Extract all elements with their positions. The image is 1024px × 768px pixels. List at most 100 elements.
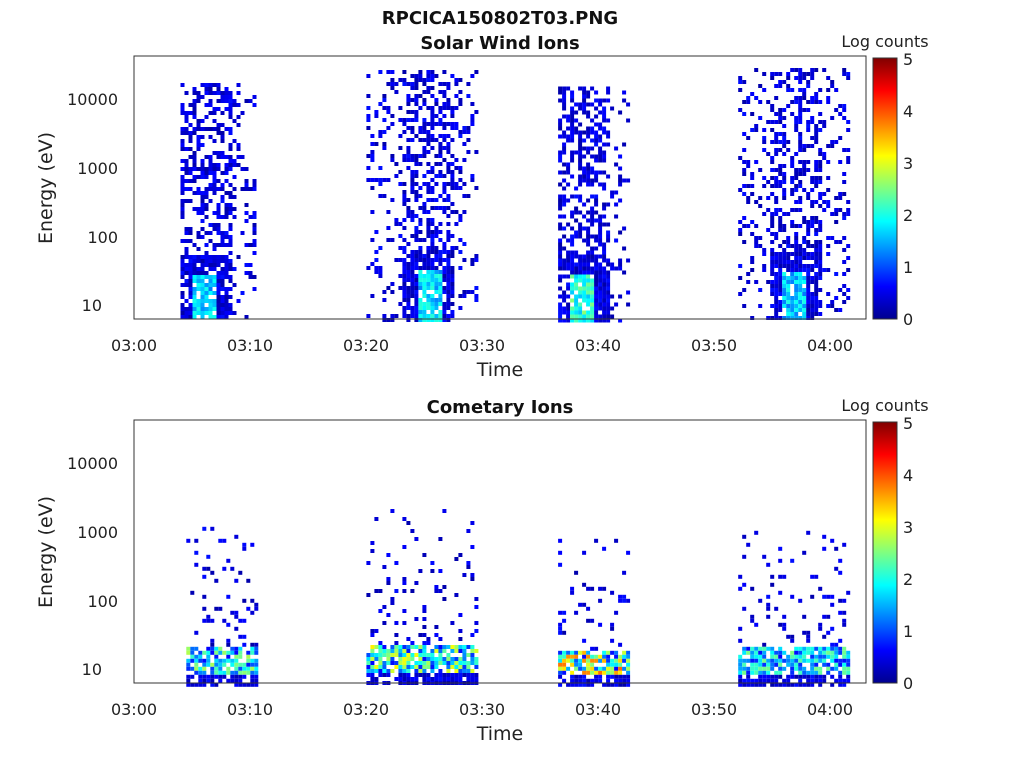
heatmap-cell: [814, 132, 819, 136]
heatmap-cell: [798, 72, 803, 76]
heatmap-cell: [802, 658, 807, 663]
heatmap-cell: [846, 160, 851, 164]
heatmap-cell: [574, 266, 579, 271]
heatmap-cell: [426, 661, 431, 665]
heatmap-cell: [226, 594, 231, 599]
heatmap-cell: [418, 194, 423, 198]
heatmap-cell: [398, 665, 403, 669]
heatmap-cell: [598, 226, 603, 231]
heatmap-cell: [414, 310, 419, 314]
heatmap-cell: [398, 258, 403, 262]
heatmap-cell: [414, 226, 419, 230]
heatmap-cell: [184, 179, 189, 183]
heatmap-cell: [466, 82, 471, 86]
panel-solar-wind: Solar Wind Ions 10000 1000 100 10 03:00 …: [35, 32, 929, 381]
heatmap-cell: [566, 238, 571, 243]
heatmap-cell: [810, 264, 815, 268]
heatmap-cell: [594, 310, 599, 315]
heatmap-cell: [246, 670, 251, 675]
heatmap-cell: [196, 139, 201, 143]
heatmap-cell: [200, 199, 205, 203]
heatmap-cell: [382, 130, 387, 134]
heatmap-cell: [594, 274, 599, 279]
heatmap-cell: [806, 312, 811, 316]
heatmap-cell: [798, 224, 803, 228]
heatmap-cell: [220, 215, 225, 219]
heatmap-cell: [204, 299, 209, 303]
heatmap-cell: [192, 271, 197, 275]
heatmap-cell: [418, 78, 423, 82]
heatmap-cell: [798, 132, 803, 136]
heatmap-cell: [794, 650, 799, 655]
heatmap-cell: [248, 187, 253, 191]
heatmap-cell: [386, 318, 391, 322]
heatmap-cell: [558, 302, 563, 307]
heatmap-cell: [422, 258, 427, 262]
heatmap-cell: [582, 202, 587, 207]
heatmap-cell: [434, 278, 439, 282]
heatmap-cell: [606, 298, 611, 303]
heatmap-cell: [414, 158, 419, 162]
heatmap-cell: [222, 538, 227, 543]
heatmap-cell: [406, 669, 411, 673]
heatmap-cell: [434, 585, 439, 589]
heatmap-cell: [586, 314, 591, 319]
heatmap-cell: [390, 661, 395, 665]
heatmap-cell: [180, 147, 185, 151]
heatmap-cell: [790, 164, 795, 168]
heatmap-cell: [798, 678, 803, 683]
heatmap-cell: [422, 633, 427, 637]
heatmap-cell: [446, 150, 451, 154]
heatmap-cell: [790, 670, 795, 675]
heatmap-cell: [578, 166, 583, 171]
heatmap-cell: [782, 124, 787, 128]
heatmap-cell: [434, 138, 439, 142]
heatmap-cell: [382, 98, 387, 102]
heatmap-cell: [410, 258, 415, 262]
heatmap-cell: [786, 288, 791, 292]
heatmap-cell: [462, 290, 467, 294]
heatmap-cell: [594, 130, 599, 135]
heatmap-cell: [586, 270, 591, 275]
heatmap-cell: [466, 645, 471, 649]
heatmap-cell: [618, 682, 623, 687]
heatmap-cell: [418, 218, 423, 222]
heatmap-cell: [814, 244, 819, 248]
heatmap-cell: [790, 272, 795, 276]
heatmap-cell: [250, 662, 255, 667]
heatmap-cell: [754, 646, 759, 651]
heatmap-cell: [442, 134, 447, 138]
heatmap-cell: [450, 122, 455, 126]
heatmap-cell: [224, 179, 229, 183]
heatmap-cell: [602, 206, 607, 211]
heatmap-cell: [242, 674, 247, 679]
heatmap-cell: [438, 298, 443, 302]
heatmap-cell: [770, 682, 775, 687]
heatmap-cell: [200, 195, 205, 199]
heatmap-cell: [570, 158, 575, 163]
heatmap-cell: [750, 646, 755, 651]
heatmap-cell: [198, 658, 203, 663]
heatmap-cell: [798, 662, 803, 667]
heatmap-cell: [474, 286, 479, 290]
heatmap-cell: [774, 140, 779, 144]
heatmap-cell: [586, 654, 591, 659]
heatmap-cell: [208, 103, 213, 107]
heatmap-cell: [382, 142, 387, 146]
heatmap-cell: [786, 296, 791, 300]
heatmap-cell: [594, 142, 599, 147]
heatmap-cell: [180, 183, 185, 187]
heatmap-cell: [186, 538, 191, 543]
heatmap-cell: [442, 174, 447, 178]
heatmap-cell: [418, 138, 423, 142]
heatmap-cell: [586, 182, 591, 187]
heatmap-cell: [838, 658, 843, 663]
heatmap-cell: [566, 294, 571, 299]
heatmap-cell: [398, 106, 403, 110]
heatmap-cell: [434, 258, 439, 262]
heatmap-cell: [180, 211, 185, 215]
heatmap-cell: [382, 178, 387, 182]
heatmap-cell: [200, 207, 205, 211]
heatmap-cell: [818, 112, 823, 116]
heatmap-cell: [208, 87, 213, 91]
